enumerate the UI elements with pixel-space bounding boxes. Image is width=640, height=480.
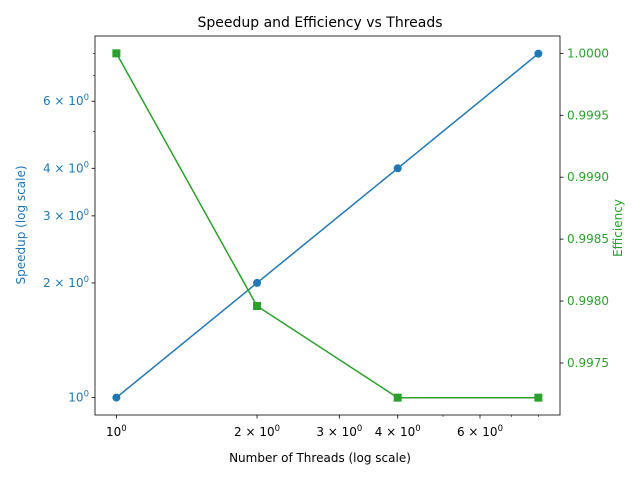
y-right-tick-label: 0.9985 <box>567 232 609 246</box>
y-left-tick-label: 3 × 100 <box>43 208 89 223</box>
y-left-axis-label: Speedup (log scale) <box>14 165 28 284</box>
y-right-tick-label: 0.9975 <box>567 356 609 370</box>
speedup-point <box>112 393 121 402</box>
x-tick-label: 6 × 100 <box>457 424 503 439</box>
speedup-series-line <box>115 53 539 399</box>
plot-frame <box>94 35 561 416</box>
speedup-point <box>393 164 402 173</box>
y-right-tick-label: 0.9990 <box>567 170 609 184</box>
x-tick-label: 100 <box>106 424 127 439</box>
series-layer <box>112 49 543 402</box>
efficiency-series-line <box>115 52 539 399</box>
speedup-point <box>534 49 543 58</box>
x-tick-label: 2 × 100 <box>234 424 280 439</box>
y-left-tick-label: 6 × 100 <box>43 93 89 108</box>
x-tick-label: 4 × 100 <box>375 424 421 439</box>
y-right-tick-label: 0.9995 <box>567 108 609 122</box>
y-left-tick-label: 100 <box>68 390 89 405</box>
efficiency-point <box>253 302 262 311</box>
y-right-tick-label: 1.0000 <box>567 46 609 60</box>
y-left-tick-label: 2 × 100 <box>43 275 89 290</box>
y-axis-right: 0.9975 0.9980 0.9985 0.9990 0.9995 1.0000 <box>560 46 609 370</box>
x-tick-label: 3 × 100 <box>316 424 362 439</box>
efficiency-point <box>534 393 543 402</box>
chart-title: Speedup and Efficiency vs Threads <box>197 15 442 31</box>
y-left-tick-label: 4 × 100 <box>43 160 89 175</box>
x-axis-label: Number of Threads (log scale) <box>229 451 411 465</box>
efficiency-point <box>393 393 402 402</box>
y-axis-left: 100 2 × 100 3 × 100 4 × 100 6 × 100 <box>43 53 95 405</box>
x-axis: 100 2 × 100 3 × 100 4 × 100 6 × 100 <box>106 415 539 439</box>
y-right-tick-label: 0.9980 <box>567 294 609 308</box>
efficiency-point <box>112 49 121 58</box>
speedup-point <box>253 278 262 287</box>
y-right-axis-label: Efficiency <box>611 199 625 257</box>
